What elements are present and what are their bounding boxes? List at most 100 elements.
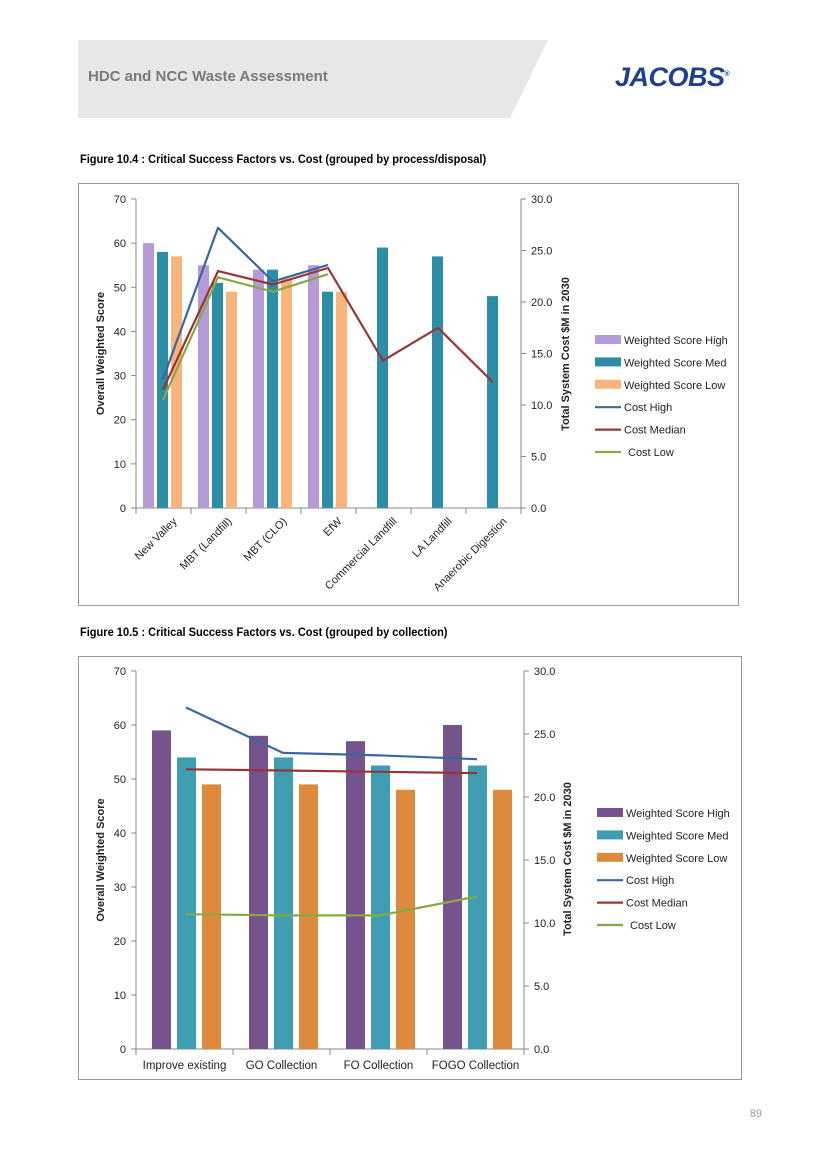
legend-swatch-weighted-score-med: [597, 830, 623, 840]
bar-weighted-score-high: [346, 741, 365, 1049]
y2-tick-label: 20.0: [534, 792, 555, 804]
legend-swatch-weighted-score-med: [595, 357, 621, 367]
line-cost-median: [162, 266, 494, 391]
y2-tick-label: 10.0: [531, 400, 552, 412]
bar-weighted-score-high: [249, 735, 268, 1049]
legend-label-weighted-score-high: Weighted Score High: [624, 335, 728, 347]
figure-10-5-chart-svg: 0 10 20 30 40 50 60 70 0.0 5.0 10.0 15.0 20.0 25.0 30.…: [95, 666, 730, 1072]
y-tick-label: 50: [114, 774, 126, 786]
x-category-label: GO Collection: [246, 1060, 318, 1072]
y2-tick-label: 15.0: [531, 349, 552, 361]
bar-weighted-score-low: [226, 291, 237, 508]
y2-tick-label: 10.0: [534, 918, 555, 930]
y2-tick-label: 15.0: [534, 855, 555, 867]
figure-10-5-chart: 0 10 20 30 40 50 60 70 0.0 5.0 10.0 15.0 20.0 25.0 30.…: [78, 656, 742, 1080]
y2-tick-label: 0.0: [531, 503, 546, 515]
bar-weighted-score-med: [487, 296, 498, 508]
legend-label-cost-high: Cost High: [624, 402, 672, 414]
y2-tick-label: 20.0: [531, 297, 552, 309]
bar-weighted-score-med: [377, 247, 388, 509]
figure-10-4-chart-svg: 0 10 20 30 40 50 60 70 0.0 5.0 10.0 15.0 20.0 25.0 30.…: [95, 194, 728, 594]
y2-tick-label: 30.0: [531, 194, 552, 206]
bar-weighted-score-med: [432, 256, 443, 508]
page-number: 89: [749, 1108, 762, 1120]
y-tick-label: 40: [114, 828, 126, 840]
legend-label-cost-high: Cost High: [626, 875, 674, 887]
jacobs-logo: JACOBS®: [615, 62, 730, 92]
y-tick-label: 20: [114, 415, 126, 427]
y-tick-label: 70: [114, 194, 126, 206]
line-cost-high: [161, 226, 329, 380]
legend-label-cost-median: Cost Median: [624, 425, 686, 437]
x-category-label: MBT (CLO): [242, 516, 290, 564]
y2-tick-label: 25.0: [531, 246, 552, 258]
bar-weighted-score-high: [152, 730, 171, 1049]
bar-weighted-score-high: [253, 269, 264, 508]
bar-weighted-score-med: [157, 251, 168, 508]
y-tick-label: 30: [114, 371, 126, 383]
y2-tick-label: 0.0: [534, 1044, 549, 1056]
y2-tick-label: 25.0: [534, 729, 555, 741]
bar-weighted-score-med: [322, 291, 333, 508]
x-category-label: FO Collection: [344, 1060, 414, 1072]
y-tick-label: 60: [114, 720, 126, 732]
bar-weighted-score-med: [371, 765, 390, 1049]
y-tick-label: 40: [114, 326, 126, 338]
y-tick-label: 70: [114, 666, 126, 678]
line-cost-low: [161, 273, 329, 401]
bar-weighted-score-high: [443, 725, 462, 1049]
page-header-title: HDC and NCC Waste Assessment: [88, 68, 328, 85]
y2-tick-label: 5.0: [534, 981, 549, 993]
y-tick-label: 0: [120, 1044, 126, 1056]
legend-label-weighted-score-low: Weighted Score Low: [624, 380, 725, 392]
figure-10-4-chart: 0 10 20 30 40 50 60 70 0.0 5.0 10.0 15.0 20.0 25.0 30.…: [78, 183, 739, 606]
legend-swatch-weighted-score-high: [595, 335, 621, 344]
bar-weighted-score-low: [396, 789, 415, 1049]
x-category-label: MBT (Landfill): [178, 516, 235, 573]
legend-swatch-weighted-score-low: [595, 379, 621, 389]
legend-label-cost-low: Cost Low: [630, 920, 676, 932]
y2-axis-title: Total System Cost $M in 2030: [560, 277, 572, 431]
legend-label-weighted-score-low: Weighted Score Low: [626, 853, 727, 865]
legend-label-weighted-score-med: Weighted Score Med: [624, 357, 727, 369]
bar-weighted-score-low: [202, 784, 221, 1049]
y-tick-label: 20: [114, 936, 126, 948]
line-cost-low: [185, 895, 478, 917]
bar-weighted-score-med: [212, 282, 223, 508]
y-tick-label: 10: [114, 459, 126, 471]
y-axis-title: Overall Weighted Score: [95, 292, 107, 415]
bar-weighted-score-low: [281, 278, 292, 508]
y2-tick-label: 5.0: [531, 452, 546, 464]
x-category-label: LA Landfill: [410, 516, 454, 560]
legend-label-weighted-score-med: Weighted Score Med: [626, 830, 729, 842]
bar-weighted-score-low: [299, 784, 318, 1049]
legend-label-cost-median: Cost Median: [626, 898, 688, 910]
line-cost-median: [185, 768, 478, 775]
y2-tick-label: 30.0: [534, 666, 555, 678]
figure-10-5-caption: Figure 10.5 : Critical Success Factors v…: [80, 625, 448, 639]
header-band: [78, 40, 548, 118]
bar-weighted-score-med: [468, 765, 487, 1049]
bar-weighted-score-low: [493, 789, 512, 1049]
legend-swatch-weighted-score-high: [597, 808, 623, 817]
bar-weighted-score-high: [308, 265, 319, 508]
bar-weighted-score-med: [274, 757, 293, 1049]
bar-weighted-score-high: [143, 243, 154, 508]
figure-10-4-caption: Figure 10.4 : Critical Success Factors v…: [80, 152, 487, 166]
bar-weighted-score-med: [267, 269, 278, 508]
y-tick-label: 0: [120, 503, 126, 515]
y2-axis-title: Total System Cost $M in 2030: [562, 782, 574, 936]
x-category-label: New Valley: [133, 515, 180, 562]
x-category-label: FOGO Collection: [432, 1060, 520, 1072]
bar-weighted-score-high: [198, 265, 209, 508]
legend-swatch-weighted-score-low: [597, 852, 623, 862]
y-axis-title: Overall Weighted Score: [95, 798, 107, 921]
legend-label-cost-low: Cost Low: [628, 447, 674, 459]
y-tick-label: 30: [114, 882, 126, 894]
legend-label-weighted-score-high: Weighted Score High: [626, 808, 730, 820]
x-category-label: EfW: [321, 515, 345, 539]
bar-weighted-score-med: [177, 757, 196, 1049]
y-tick-label: 50: [114, 282, 126, 294]
bar-weighted-score-low: [171, 256, 182, 508]
y-tick-label: 60: [114, 238, 126, 250]
